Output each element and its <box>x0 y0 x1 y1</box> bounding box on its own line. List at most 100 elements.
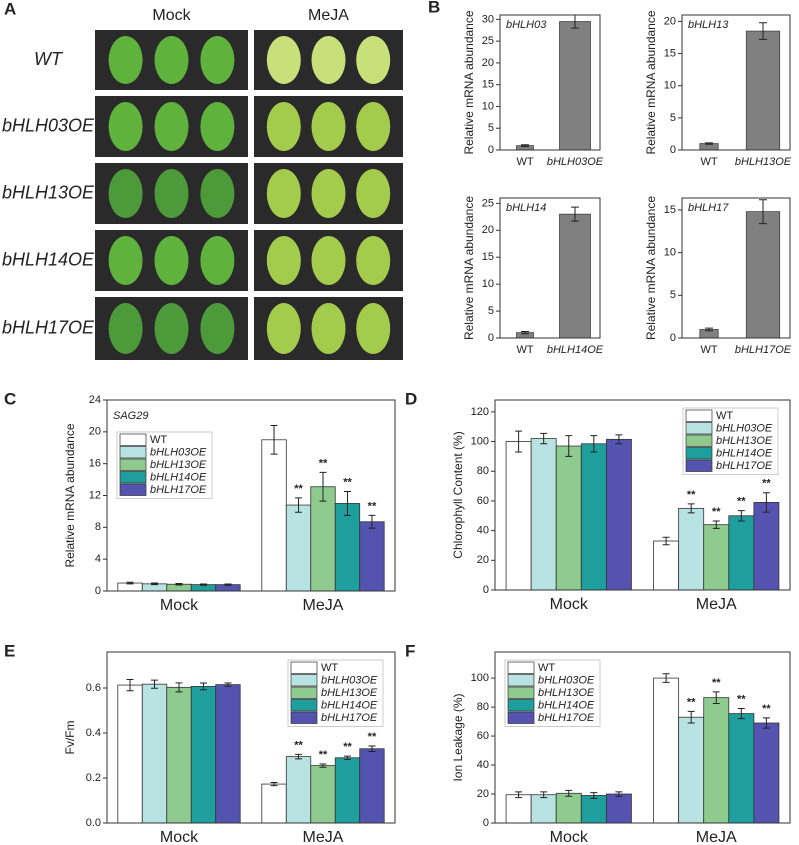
legend-label: bHLH03OE <box>321 675 378 687</box>
error-bar <box>515 791 523 799</box>
legend-label: bHLH14OE <box>150 472 207 484</box>
y-tick-label: 5 <box>488 122 494 134</box>
bar <box>580 443 607 591</box>
panel-label: B <box>428 0 440 16</box>
legend-swatch <box>119 471 147 484</box>
y-tick-label: 25 <box>482 35 494 47</box>
y-tick-label: 0 <box>483 584 489 596</box>
legend-swatch <box>685 434 713 447</box>
bar <box>728 515 755 591</box>
legend-label: WT <box>150 434 167 446</box>
leaf <box>154 102 189 151</box>
row-label: bHLH13OE <box>2 182 95 202</box>
plot-frame <box>499 197 601 339</box>
y-tick-label: 20 <box>477 554 489 566</box>
y-tick-label: 15 <box>664 47 676 59</box>
plot-frame <box>106 651 396 824</box>
legend-swatch <box>119 433 147 446</box>
error-bar <box>540 432 548 445</box>
y-tick-label: 0 <box>95 585 101 597</box>
column-label: MeJA <box>308 7 349 24</box>
leaf <box>266 102 301 151</box>
legend-label: bHLH13OE <box>150 459 207 471</box>
leaf <box>154 303 189 354</box>
annotation: SAG29 <box>113 410 148 422</box>
legend-swatch <box>507 711 535 724</box>
error-bar <box>126 581 134 585</box>
error-bar <box>540 791 548 799</box>
y-axis-label: Relative mRNA abundance <box>644 10 658 154</box>
leaf <box>200 102 235 151</box>
bar <box>580 795 607 824</box>
bar <box>334 757 361 824</box>
leaf <box>356 303 391 354</box>
error-bar <box>295 753 303 760</box>
y-tick-label: 0 <box>488 144 494 156</box>
error-bar <box>224 682 232 687</box>
error-bar <box>521 331 529 335</box>
x-tick-label: bHLH13OE <box>735 156 792 168</box>
y-tick-label: 20 <box>664 15 676 27</box>
error-bar <box>737 510 745 522</box>
plot-frame <box>494 651 791 824</box>
significance: ** <box>294 483 303 495</box>
legend-label: WT <box>716 410 733 422</box>
error-bar <box>515 430 523 453</box>
leaf <box>108 169 143 218</box>
bar <box>141 683 168 824</box>
legend-swatch <box>507 699 535 712</box>
y-tick-label: 10 <box>664 80 676 92</box>
legend-label: bHLH13OE <box>538 687 595 699</box>
row-label: bHLH03OE <box>2 115 95 135</box>
bar <box>334 503 361 592</box>
y-tick-label: 0 <box>488 332 494 344</box>
leaf <box>311 169 346 218</box>
error-bar <box>565 435 573 457</box>
bar <box>605 438 632 591</box>
y-tick-label: 0.2 <box>86 772 101 784</box>
annotation: bHLH13 <box>688 19 729 31</box>
legend-label: bHLH03OE <box>150 447 207 459</box>
bar <box>359 521 385 592</box>
leaf <box>266 169 301 218</box>
y-tick-label: 0.6 <box>86 682 101 694</box>
error-bar <box>759 199 767 225</box>
leaf <box>266 36 301 84</box>
error-bar <box>175 682 183 693</box>
legend-label: bHLH03OE <box>538 675 595 687</box>
error-bar <box>319 763 327 768</box>
error-bar <box>737 708 745 720</box>
error-bar <box>615 434 623 445</box>
error-bar <box>151 679 159 689</box>
panel-label: E <box>4 641 15 660</box>
y-tick-label: 60 <box>477 730 489 742</box>
x-tick-label: MeJA <box>696 829 737 845</box>
significance: ** <box>687 696 696 708</box>
legend-swatch <box>685 422 713 435</box>
y-tick-label: 20 <box>89 426 101 438</box>
legend-swatch <box>507 674 535 687</box>
error-bar <box>368 745 376 752</box>
bar <box>530 794 557 824</box>
error-bar <box>270 424 278 455</box>
leaf <box>108 236 143 285</box>
x-tick-label: WT <box>516 156 533 168</box>
bar <box>285 504 312 592</box>
bar <box>653 540 680 591</box>
y-axis-label: Relative mRNA abundance <box>462 196 476 340</box>
significance: ** <box>368 731 377 743</box>
y-tick-label: 120 <box>471 406 489 418</box>
error-bar <box>151 582 159 586</box>
error-bar <box>270 782 278 787</box>
y-tick-label: 0 <box>670 332 676 344</box>
y-axis-label: Relative mRNA abundance <box>63 423 77 567</box>
significance: ** <box>319 749 328 761</box>
leaf <box>200 236 235 285</box>
leaf <box>200 169 235 218</box>
bar <box>555 445 582 591</box>
plot-frame <box>106 399 396 592</box>
panel-label: D <box>405 389 417 408</box>
y-tick-label: 20 <box>482 224 494 236</box>
x-tick-label: bHLH17OE <box>735 344 792 356</box>
x-tick-label: Mock <box>160 829 199 845</box>
